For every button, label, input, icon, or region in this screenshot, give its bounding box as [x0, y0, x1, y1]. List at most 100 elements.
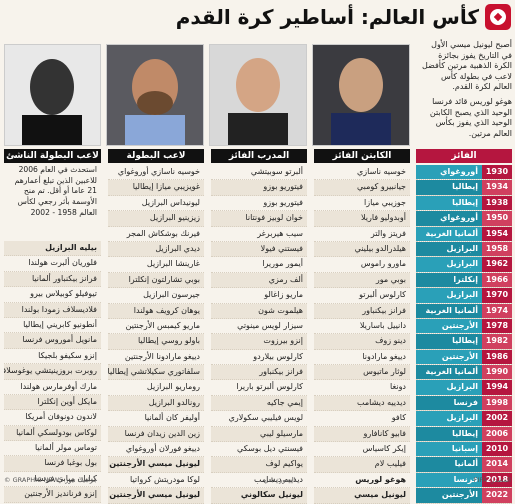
captain-cell: هيلدرالدو بيليني	[314, 241, 410, 258]
player-cell: رونالدو البرازيل	[108, 395, 204, 412]
captain-cell: جوزيبي ميازا	[314, 196, 410, 212]
captain-cell: فريتز والتر	[314, 227, 410, 242]
captain-cell: فيليب لام	[314, 457, 410, 473]
youngest-cell: مايكل أوين إنكلترا	[4, 394, 101, 411]
youngest-cell: لاندون دونوفان أمريكا	[4, 410, 101, 426]
winner-row: 1978 الأرجنتين	[416, 318, 512, 335]
winner-row: 1990 ألمانيا الغربية	[416, 365, 512, 381]
winner-country: البرازيل	[416, 241, 482, 257]
winner-row: 2022 الأرجنتين	[416, 488, 512, 504]
captain-cell: كافو	[314, 411, 410, 427]
winner-country: ألمانيا الغربية	[416, 365, 482, 380]
year-cell: 1974	[482, 303, 512, 318]
player-cell: دييغو فورلان أوروغواي	[108, 442, 204, 458]
winner-row: 2010 إسبانيا	[416, 442, 512, 458]
winner-row: 1954 ألمانيا الغربية	[416, 226, 512, 242]
youngest-cell: مارك أوفرمارس هولندا	[4, 380, 101, 395]
coach-cell: سيب هيربرغر	[211, 227, 307, 242]
winner-row: 1966 إنكلترا	[416, 272, 512, 289]
youngest-cell: تيوفيلو كوبيلاس بيرو	[4, 287, 101, 303]
coach-cell: سيزار لويس مينوتي	[211, 319, 307, 335]
captain-cell: دونغا	[314, 380, 410, 396]
year-cell: 1990	[482, 365, 512, 380]
year-cell: 1998	[482, 395, 512, 411]
youngest-cell: بيليه البرازيل	[4, 241, 101, 257]
footer-credit: جرافيك نيوز GRAPHIC NEWS ©	[4, 476, 98, 484]
youngest-cell: أنطونيو كابريني إيطاليا	[4, 318, 101, 334]
player-cell: ليونيل ميسي الأرجنتين	[108, 488, 204, 504]
youngest-cell: إنزو سكيفو بلجيكا	[4, 349, 101, 365]
player-column: خوسيه ناسازي أوروغواي غويزيبي ميازا إيطال…	[108, 165, 204, 504]
player-cell: بوبي تشارلتون إنكلترا	[108, 272, 204, 289]
winner-country: ألمانيا الغربية	[416, 303, 482, 318]
captain-cell: ديدييه ديشامب	[314, 395, 410, 412]
winner-country: إيطاليا	[416, 426, 482, 442]
coach-cell: فيسنتي ديل بوسكي	[211, 442, 307, 458]
player-cell: باولو روسي إيطاليا	[108, 334, 204, 350]
winner-country: أوروغواي	[416, 165, 482, 180]
coach-cell: ألف رمزي	[211, 272, 307, 289]
youngest-cell: توماس مولر ألمانيا	[4, 441, 101, 457]
col-header-coach: المدرب الفائز	[211, 149, 307, 163]
captain-cell: دييغو مارادونا	[314, 350, 410, 366]
year-cell: 1962	[482, 257, 512, 272]
winner-row: 2002 البرازيل	[416, 411, 512, 427]
youngest-note: استحدث في العام 2006 للاعبين الذين تبلغ …	[14, 165, 97, 217]
winner-country: أوروغواي	[416, 211, 482, 226]
captain-cell: خوسيه ناسازي	[314, 165, 410, 181]
intro-paragraph-2: هوغو لوريس قائد فرنسا الوحيد الذي يصبح ا…	[429, 96, 512, 138]
winner-row: 1962 البرازيل	[416, 257, 512, 273]
captain-cell: دينو زوف	[314, 334, 410, 350]
winner-country: البرازيل	[416, 288, 482, 303]
winner-country: الأرجنتين	[416, 318, 482, 334]
captain-cell: ماورو راموس	[314, 257, 410, 273]
coach-cell: فيتوريو بوزو	[211, 196, 307, 212]
col-header-youngest: لاعب البطولة الناشئ	[4, 149, 101, 163]
coach-cell: خوان لوبيز فونتانا	[211, 211, 307, 227]
captain-cell: إيكر كاسياس	[314, 442, 410, 458]
player-cell: يوهان كرويف هولندا	[108, 303, 204, 319]
player-cell: زين الدين زيدان فرنسا	[108, 426, 204, 443]
winner-row: 1970 البرازيل	[416, 288, 512, 304]
coach-cell: فيستني فيولا	[211, 241, 307, 258]
player-cell: غارينشا البرازيل	[108, 257, 204, 273]
winner-row: 1998 فرنسا	[416, 395, 512, 412]
year-cell: 1950	[482, 211, 512, 226]
coach-cell: إيمي جاكيه	[211, 395, 307, 412]
col-header-player: لاعب البطولة	[108, 149, 204, 163]
coach-cell: هيلموت شون	[211, 303, 307, 319]
coach-cell: مارسيلو ليبي	[211, 426, 307, 443]
winner-country: إيطاليا	[416, 180, 482, 195]
coach-cell: ألبرتو سوبيتشي	[211, 165, 307, 181]
winner-column: 1930 أوروغواي 1934 إيطاليا 1938 إيطاليا 1950 أو…	[416, 165, 512, 504]
winner-row: 2018 فرنسا	[416, 472, 512, 489]
year-cell: 1982	[482, 334, 512, 349]
year-cell: 1970	[482, 288, 512, 303]
year-cell: 1978	[482, 318, 512, 334]
photo-player	[106, 44, 204, 146]
player-cell: ليونيل ميسي الأرجنتين	[108, 457, 204, 473]
winner-row: 1938 إيطاليا	[416, 195, 512, 212]
year-cell: 1938	[482, 195, 512, 211]
year-cell: 2014	[482, 457, 512, 472]
coach-cell: ليونيل سكالوني	[211, 488, 307, 504]
youngest-cell: فلاديسلاف زمودا بولندا	[4, 302, 101, 318]
winner-country: إنكلترا	[416, 272, 482, 288]
footer-source: المصدر: FIFA	[473, 476, 511, 484]
coach-cell: كارلوس بيلاردو	[211, 350, 307, 366]
winner-row: 1934 إيطاليا	[416, 180, 512, 196]
winner-row: 1950 أوروغواي	[416, 211, 512, 227]
captain-cell: ليونيل ميسي	[314, 488, 410, 504]
col-header-captain: الكابتن الفائز	[314, 149, 410, 163]
youngest-cell: مانويل أموروس فرنسا	[4, 333, 101, 349]
captain-cell: بوبي مور	[314, 272, 410, 289]
intro-paragraph-1: أصبح ليونيل ميسي الأول في التاريخ يفوز ب…	[421, 40, 512, 92]
captain-column: خوسيه ناسازي جيانبيرو كومبي جوزيبي ميازا أو…	[314, 165, 410, 504]
captain-cell: لوثار ماتيوس	[314, 365, 410, 381]
year-cell: 1958	[482, 241, 512, 257]
col-header-winner: الفائز	[416, 149, 512, 163]
year-cell: 1954	[482, 226, 512, 241]
winner-country: البرازيل	[416, 257, 482, 272]
coach-column: ألبرتو سوبيتشي فيتوريو بوزو فيتوريو بوزو خو…	[211, 165, 307, 504]
coach-cell: إنزو بيرزوت	[211, 334, 307, 350]
